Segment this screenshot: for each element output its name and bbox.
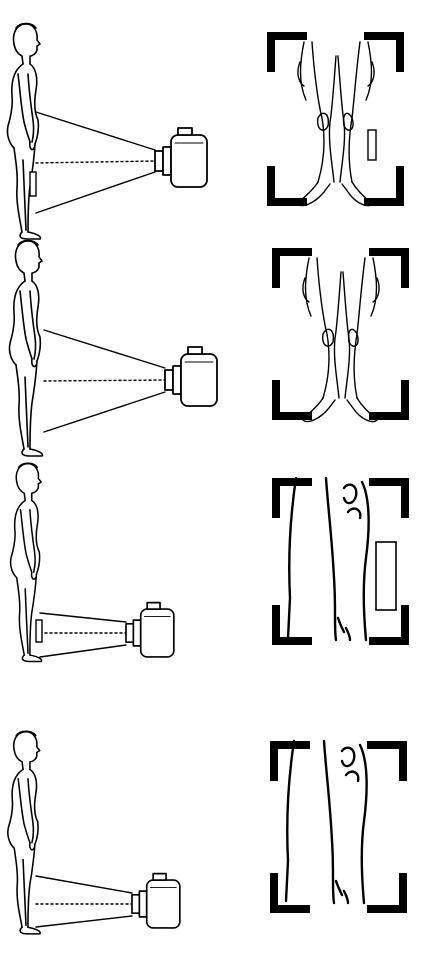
film-marker [367, 129, 377, 161]
camera-icon [125, 601, 175, 658]
field-of-view-lines [35, 111, 156, 214]
field-of-view-lines [35, 875, 133, 928]
film-marker [29, 171, 37, 197]
legs-close-view [284, 739, 368, 905]
camera-icon [154, 127, 208, 188]
person-profile [8, 239, 44, 457]
field-of-view-lines [43, 329, 166, 433]
camera-icon [131, 872, 181, 929]
panel-row-4 [7, 730, 407, 935]
person-profile [6, 22, 42, 240]
legs-front-view [302, 257, 380, 423]
legs-close-view [286, 476, 370, 642]
legs-front-view [297, 41, 375, 207]
panel-row-2 [8, 239, 409, 457]
field-of-view-lines [39, 612, 127, 658]
camera-icon [164, 346, 218, 407]
panel-row-3 [9, 462, 409, 663]
film-marker [35, 619, 43, 643]
person-profile [7, 730, 41, 935]
panel-row-1 [6, 22, 404, 240]
film-marker [375, 541, 397, 611]
